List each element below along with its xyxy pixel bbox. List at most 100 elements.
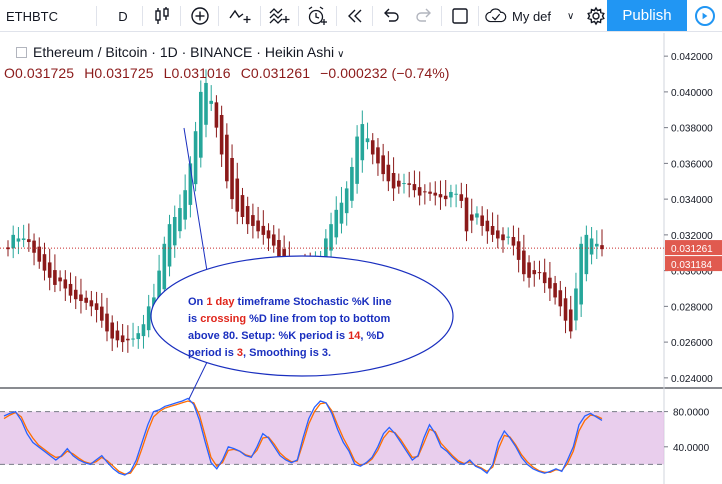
alert-icon[interactable] (302, 0, 332, 32)
candle-body (11, 234, 16, 249)
toolbar-divider (180, 6, 181, 26)
candle-body (553, 283, 557, 298)
candle-body (63, 279, 68, 289)
candle-body (188, 163, 193, 205)
candle-body (261, 225, 266, 235)
price-tick-label: 0.032000 (671, 231, 713, 242)
candle-body (141, 324, 146, 337)
price-tick-label: 0.030000 (671, 267, 713, 278)
candle-body (53, 270, 57, 285)
candle-body (334, 209, 339, 238)
chevron-down-icon[interactable]: ∨ (337, 49, 345, 60)
candle-body (490, 225, 495, 235)
candle-body (79, 294, 83, 301)
replay-icon[interactable] (340, 0, 370, 32)
candle-body (381, 155, 385, 175)
fullscreen-icon[interactable] (445, 0, 475, 32)
candle-body (449, 191, 453, 198)
candle-body (266, 230, 271, 239)
bar-style-icon[interactable] (147, 0, 177, 32)
price-tick-label: 0.026000 (671, 338, 713, 349)
candle-body (115, 330, 120, 341)
candle-body (495, 230, 500, 239)
candle-body (584, 234, 589, 275)
candle-body (230, 157, 234, 200)
price-tick-label: 0.034000 (671, 195, 713, 206)
publish-button[interactable]: Publish (607, 0, 687, 31)
add-compare-icon[interactable] (185, 0, 215, 32)
callout-line (183, 127, 208, 272)
top-toolbar: ETHBTC D My def ∨ Publish (0, 0, 722, 32)
candle-body (537, 272, 542, 274)
redo-icon[interactable] (408, 0, 438, 32)
candle-body (193, 131, 198, 185)
candle-body (459, 194, 464, 201)
layout-selector[interactable]: My def ∨ (484, 0, 580, 32)
candle-body (350, 166, 354, 201)
price-tick-label: 0.040000 (671, 88, 713, 99)
candle-body (501, 234, 505, 241)
symbol-search[interactable]: ETHBTC (6, 8, 58, 24)
low-value: L0.031016 (163, 65, 231, 81)
candle-body (542, 272, 547, 284)
candle-body (516, 241, 521, 260)
candle-body (412, 184, 417, 191)
candle-body (433, 192, 438, 196)
ohlc-values: O0.031725 H0.031725 L0.031016 C0.031261 … (4, 65, 456, 81)
price-tick-label: 0.028000 (671, 302, 713, 313)
toolbar-divider (372, 6, 373, 26)
candle-body (376, 147, 380, 164)
settings-icon[interactable] (585, 0, 607, 32)
candle-body (443, 195, 448, 200)
candle-body (251, 215, 255, 226)
candle-body (402, 183, 406, 185)
candle-body (365, 138, 370, 143)
price-tick-label: 0.036000 (671, 159, 713, 170)
price-tick-label: 0.038000 (671, 124, 713, 135)
legend-square-icon (16, 47, 27, 58)
candle-body (172, 217, 177, 246)
interval-selector[interactable]: D (118, 8, 128, 24)
chevron-down-icon: ∨ (567, 10, 575, 22)
candle-body (568, 309, 573, 332)
toolbar-divider (260, 6, 261, 26)
toolbar-divider (218, 6, 219, 26)
undo-icon[interactable] (377, 0, 407, 32)
candle-body (27, 239, 31, 243)
layout-name-label: My def (512, 8, 552, 24)
candle-body (485, 220, 490, 232)
candle-body (579, 243, 583, 305)
play-button[interactable] (688, 0, 722, 31)
candle-body (600, 245, 604, 250)
candle-body (214, 102, 219, 128)
candle-body (146, 306, 151, 331)
price-chart[interactable]: 0.042000 0.040000 0.038000 0.036000 0.034000… (0, 33, 722, 484)
candle-body (131, 338, 135, 340)
indicators-icon[interactable] (223, 0, 257, 32)
last-price-label: 0.031261 (671, 244, 713, 255)
candle-body (32, 240, 36, 253)
candle-body (204, 82, 208, 125)
legend-title: Ethereum / Bitcoin · 1D · BINANCE · Heik… (33, 44, 335, 60)
fib-icon[interactable] (264, 0, 294, 32)
candle-body (110, 322, 115, 339)
candle-body (589, 238, 594, 255)
candle-body (178, 208, 182, 232)
candle-body (407, 183, 412, 185)
chart-area[interactable]: 0.042000 0.040000 0.038000 0.036000 0.034000… (0, 33, 722, 484)
stoch-tick-label: 80.0000 (673, 408, 710, 419)
candle-body (324, 238, 328, 263)
candle-body (480, 215, 484, 226)
candle-body (391, 172, 396, 189)
candle-body (475, 213, 479, 218)
candle-body (558, 290, 563, 307)
chart-legend: Ethereum / Bitcoin · 1D · BINANCE · Heik… (16, 44, 344, 60)
candle-body (271, 234, 276, 246)
open-value: O0.031725 (4, 65, 75, 81)
candle-body (235, 178, 240, 212)
candle-body (37, 246, 42, 262)
price-tick-label: 0.042000 (671, 52, 713, 63)
candle-body (99, 306, 104, 321)
toolbar-divider (336, 6, 337, 26)
candle-body (209, 100, 214, 104)
